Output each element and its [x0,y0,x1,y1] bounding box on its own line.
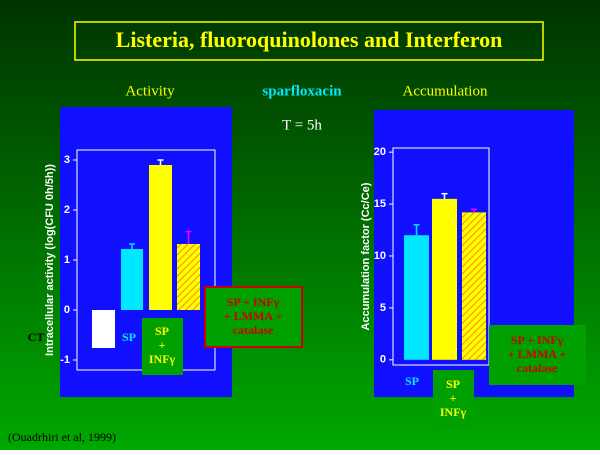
error-bar [185,230,192,244]
x-tick-label: SP [405,374,419,388]
error-bar [413,224,420,236]
label-box [489,325,586,385]
error-bar [471,208,477,213]
y-tick-label: -1 [60,354,70,366]
bar [462,212,486,360]
y-tick-label: 10 [374,250,386,262]
error-bar [441,192,448,199]
y-tick-label: 2 [64,204,70,216]
heading: Accumulation [403,83,488,99]
bar [149,165,172,310]
label-box [142,318,183,375]
x-tick-label: CT [28,330,45,344]
label-box [204,286,303,348]
y-tick-label: 0 [380,354,386,366]
x-tick-label: SP + INFγ + LMMA + catalase [508,333,566,375]
y-tick-label: 5 [380,302,386,314]
y-tick-label: 0 [64,304,70,316]
title-box [74,21,544,61]
label-box [433,370,474,428]
error-bar [157,159,164,165]
bar [177,244,200,310]
plot-frame [392,147,490,366]
time-label: T = 5h [282,117,322,133]
x-tick-label: SP + INFγ [149,324,176,366]
y-tick-label: 1 [64,254,70,266]
y-tick-label: 3 [64,154,70,166]
heading: sparfloxacin [262,83,342,99]
x-tick-label: SP + INFγ [440,377,467,419]
bar [404,235,429,360]
bar [92,310,115,348]
error-bar [129,243,135,249]
x-tick-label: SP [122,330,136,344]
heading: Activity [125,83,175,99]
bar [121,249,143,310]
y-tick-label: 15 [374,198,386,210]
y-axis-label: Intracellular activity (log(CFU 0h/5h)) [44,164,56,356]
bar [432,198,457,360]
x-tick-label: SP + INFγ + LMMA + catalase [224,295,282,337]
title: Listeria, fluoroquinolones and Interfero… [116,27,503,52]
y-tick-label: 20 [374,146,386,158]
y-axis-label: Accumulation factor (Cc/Ce) [360,182,372,330]
citation: (Ouadrhiri et al, 1999) [8,430,116,444]
